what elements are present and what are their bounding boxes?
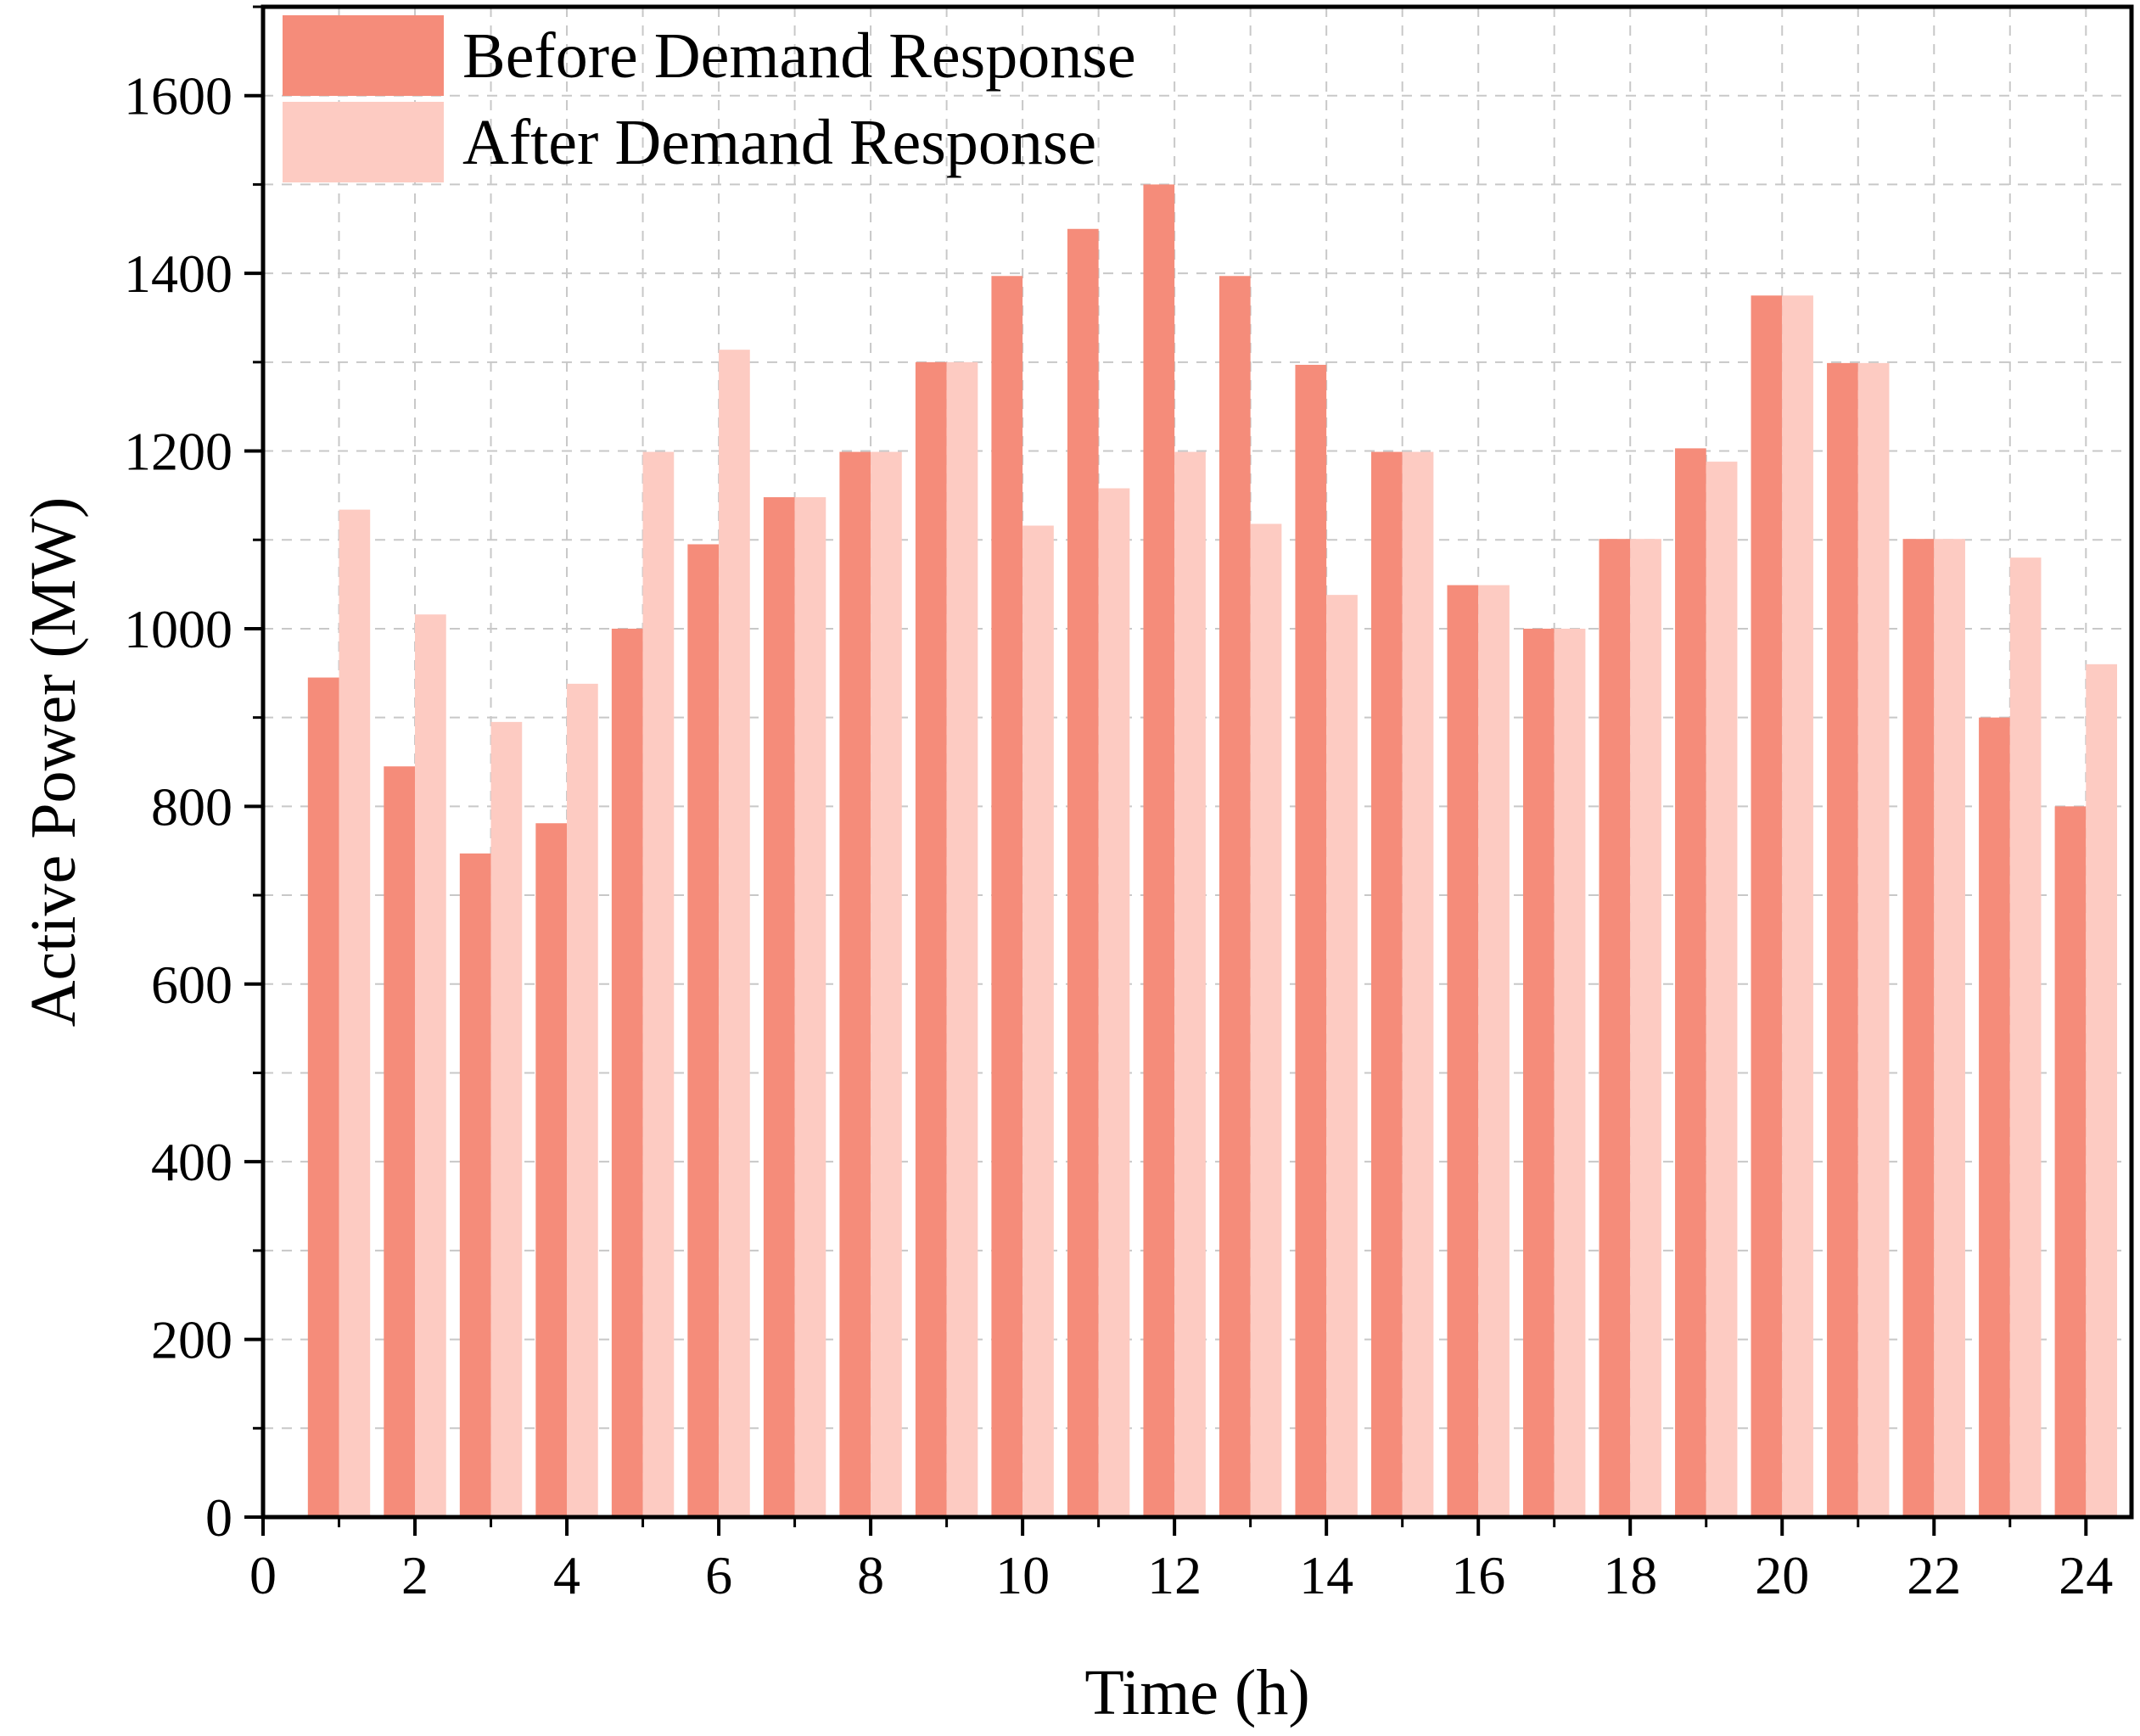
- y-tick-label: 1600: [124, 66, 232, 126]
- y-tick-label: 0: [205, 1487, 232, 1548]
- bar-after-4: [567, 683, 598, 1517]
- legend-swatch-after: [283, 102, 444, 182]
- legend: Before Demand Response After Demand Resp…: [283, 15, 1136, 182]
- bar-before-4: [535, 823, 568, 1517]
- bar-after-15: [1402, 451, 1434, 1518]
- bar-before-24: [2054, 806, 2087, 1517]
- bar-after-24: [2086, 664, 2117, 1517]
- bar-after-21: [1857, 362, 1890, 1517]
- x-tick-label: 22: [1907, 1545, 1961, 1605]
- bar-after-6: [719, 350, 750, 1518]
- bar-after-17: [1554, 628, 1586, 1517]
- legend-label-before: Before Demand Response: [462, 20, 1136, 92]
- bar-before-16: [1447, 585, 1479, 1518]
- x-tick-label: 8: [857, 1545, 884, 1605]
- bar-before-15: [1370, 451, 1403, 1518]
- bar-before-9: [915, 361, 947, 1518]
- bar-after-22: [1934, 539, 1965, 1517]
- x-axis-title: Time (h): [1084, 1657, 1309, 1728]
- bar-after-8: [871, 451, 902, 1518]
- bar-before-20: [1751, 295, 1783, 1517]
- x-tick-label: 16: [1451, 1545, 1505, 1605]
- x-tick-label: 14: [1299, 1545, 1353, 1605]
- x-tick-label: 0: [249, 1545, 277, 1605]
- bar-after-13: [1250, 524, 1282, 1518]
- bar-before-10: [991, 276, 1023, 1518]
- x-tick-label: 18: [1603, 1545, 1657, 1605]
- bar-after-14: [1326, 595, 1358, 1517]
- bar-after-1: [339, 509, 371, 1518]
- bar-before-19: [1675, 448, 1706, 1518]
- bar-before-13: [1218, 276, 1251, 1518]
- x-tick-label: 2: [401, 1545, 429, 1605]
- bar-after-2: [415, 614, 446, 1517]
- y-tick-label: 400: [151, 1132, 232, 1192]
- bar-before-12: [1143, 184, 1175, 1518]
- bar-before-11: [1067, 228, 1099, 1518]
- bar-before-2: [384, 766, 416, 1517]
- x-tick-label: 10: [995, 1545, 1050, 1605]
- bars: [307, 184, 2117, 1518]
- bar-after-9: [946, 361, 978, 1518]
- bar-after-20: [1782, 295, 1813, 1517]
- bar-after-23: [2009, 557, 2042, 1517]
- bar-before-7: [763, 496, 795, 1517]
- bar-before-17: [1523, 628, 1555, 1517]
- bar-after-12: [1174, 451, 1206, 1518]
- x-tick-label: 24: [2059, 1545, 2113, 1605]
- bar-before-3: [459, 853, 491, 1517]
- bar-after-19: [1706, 462, 1738, 1517]
- bar-before-18: [1599, 539, 1631, 1517]
- bar-before-1: [307, 677, 339, 1517]
- bar-before-6: [687, 544, 720, 1517]
- bar-after-18: [1630, 539, 1661, 1517]
- bar-before-14: [1295, 364, 1327, 1517]
- bar-before-22: [1902, 539, 1935, 1517]
- bar-after-10: [1022, 525, 1054, 1517]
- bar-after-11: [1098, 488, 1130, 1517]
- x-tick-label: 4: [553, 1545, 580, 1605]
- axis-ticks: 0 2 4 6 8 10 12 14 16 18 20 22 240200400600800100012…: [124, 5, 2113, 1605]
- bar-before-23: [1979, 717, 2010, 1517]
- y-tick-label: 800: [151, 776, 232, 837]
- bar-after-7: [794, 496, 826, 1517]
- x-tick-label: 12: [1147, 1545, 1202, 1605]
- y-tick-label: 1400: [124, 244, 232, 304]
- y-tick-label: 1000: [124, 599, 232, 659]
- bar-after-3: [490, 721, 523, 1517]
- legend-swatch-before: [283, 15, 444, 96]
- y-axis-title: Active Power (MW): [18, 497, 89, 1028]
- x-tick-label: 20: [1755, 1545, 1809, 1605]
- bar-after-5: [642, 451, 675, 1518]
- bar-before-21: [1827, 362, 1858, 1517]
- y-tick-label: 1200: [124, 422, 232, 482]
- legend-label-after: After Demand Response: [462, 107, 1096, 178]
- bar-after-16: [1478, 585, 1510, 1518]
- y-tick-label: 600: [151, 955, 232, 1015]
- y-tick-label: 200: [151, 1310, 232, 1370]
- bar-before-8: [839, 451, 871, 1518]
- plot-frame: [260, 4, 2134, 1520]
- bar-before-5: [611, 628, 643, 1517]
- x-tick-label: 6: [705, 1545, 732, 1605]
